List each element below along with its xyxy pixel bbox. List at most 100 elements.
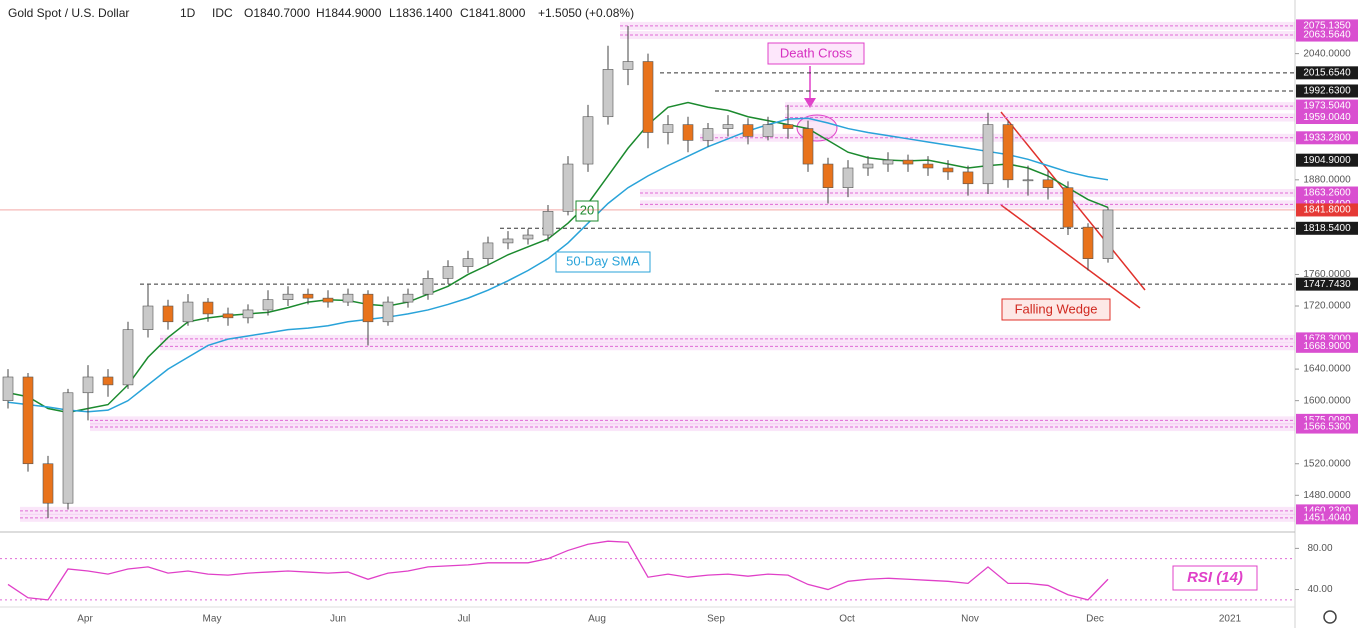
candle-body bbox=[662, 124, 674, 133]
sma-line bbox=[7, 117, 1109, 413]
y-tick-label: 1760.0000 bbox=[1303, 269, 1351, 280]
interval: 1D bbox=[180, 6, 196, 20]
settings-icon[interactable] bbox=[1323, 610, 1337, 624]
candle-body bbox=[1082, 226, 1094, 259]
candle-body bbox=[1062, 187, 1074, 228]
candle-body bbox=[1102, 209, 1114, 259]
rsi-tick-label: 80.00 bbox=[1307, 543, 1332, 554]
candle-body bbox=[942, 167, 954, 173]
header: Gold Spot / U.S. Dollar 1D IDC O1840.700… bbox=[8, 6, 634, 20]
candle-body bbox=[502, 238, 514, 244]
annotation-text: Death Cross bbox=[780, 45, 853, 60]
source: IDC bbox=[212, 6, 233, 20]
candle-body bbox=[822, 163, 834, 189]
level-label: 1863.2600 bbox=[1303, 188, 1351, 199]
level-label: 2075.1350 bbox=[1303, 21, 1351, 32]
candle-body bbox=[542, 211, 554, 236]
candle-body bbox=[442, 266, 454, 279]
candle-body bbox=[122, 329, 134, 386]
candle-body bbox=[782, 124, 794, 129]
candle-body bbox=[642, 61, 654, 133]
y-tick-label: 1720.0000 bbox=[1303, 301, 1351, 312]
candle-body bbox=[362, 293, 374, 323]
candle-body bbox=[1042, 179, 1054, 189]
candle-body bbox=[222, 313, 234, 319]
level-label: 1566.5300 bbox=[1303, 422, 1351, 433]
candle-body bbox=[522, 234, 534, 240]
level-label-box bbox=[1296, 511, 1358, 525]
x-tick-label: Sep bbox=[707, 614, 725, 625]
candle-body bbox=[742, 124, 754, 137]
y-tick-label: 1600.0000 bbox=[1303, 395, 1351, 406]
candle-body bbox=[282, 293, 294, 301]
last-price-box bbox=[1296, 203, 1358, 217]
x-tick-label: Nov bbox=[961, 614, 979, 625]
rsi-label-box bbox=[1172, 565, 1258, 591]
level-label-box bbox=[1296, 221, 1358, 235]
ohlc-low: L1836.1400 bbox=[389, 6, 453, 20]
candle-body bbox=[422, 278, 434, 295]
candle-body bbox=[182, 301, 194, 323]
y-tick-label: 2040.0000 bbox=[1303, 48, 1351, 59]
candle-body bbox=[402, 293, 414, 303]
candle-body bbox=[982, 124, 994, 185]
level-label: 1959.0040 bbox=[1303, 112, 1351, 123]
candle-body bbox=[202, 301, 214, 315]
x-tick-label: Aug bbox=[588, 614, 606, 625]
annotation-text: Falling Wedge bbox=[1015, 301, 1098, 316]
x-tick-label: Oct bbox=[839, 614, 855, 625]
candle-body bbox=[622, 61, 634, 70]
level-label-box bbox=[1296, 339, 1358, 353]
series-label-box bbox=[555, 251, 651, 273]
x-tick-label: Apr bbox=[77, 614, 93, 625]
rsi-line bbox=[7, 540, 1109, 601]
candle-body bbox=[382, 301, 394, 323]
ohlc-open: O1840.7000 bbox=[244, 6, 310, 20]
last-price-label: 1841.8000 bbox=[1303, 205, 1351, 216]
level-label: 1575.0080 bbox=[1303, 415, 1351, 426]
level-label: 1460.2300 bbox=[1303, 506, 1351, 517]
candle-body bbox=[62, 392, 74, 504]
symbol: Gold Spot / U.S. Dollar bbox=[8, 6, 129, 20]
level-label-box bbox=[1296, 186, 1358, 200]
level-label: 1973.5040 bbox=[1303, 101, 1351, 112]
level-label: 1992.6300 bbox=[1303, 86, 1351, 97]
x-tick-label: 2021 bbox=[1219, 614, 1242, 625]
candle-body bbox=[1002, 124, 1014, 181]
series-label-box bbox=[575, 200, 599, 222]
level-label-box bbox=[1296, 111, 1358, 125]
candle-body bbox=[602, 69, 614, 118]
candle-body bbox=[722, 124, 734, 129]
candle-body bbox=[42, 463, 54, 504]
candle-body bbox=[902, 159, 914, 165]
candle-body bbox=[862, 163, 874, 169]
candle-body bbox=[162, 305, 174, 323]
ohlc-close: C1841.8000 bbox=[460, 6, 526, 20]
change: +1.5050 (+0.08%) bbox=[538, 6, 634, 20]
x-tick-label: May bbox=[203, 614, 222, 625]
candle-body bbox=[682, 124, 694, 141]
annotation-box bbox=[1001, 298, 1111, 321]
levels bbox=[20, 21, 1295, 522]
level-label: 2063.5640 bbox=[1303, 30, 1351, 41]
candle-body bbox=[762, 124, 774, 137]
candle-body bbox=[82, 376, 94, 394]
candle-body bbox=[702, 128, 714, 141]
annotation-box bbox=[767, 42, 865, 65]
candle-body bbox=[582, 116, 594, 165]
candle-body bbox=[302, 293, 314, 299]
x-tick-label: Jul bbox=[458, 614, 471, 625]
level-label: 1747.7430 bbox=[1303, 279, 1351, 290]
level-label: 1933.2800 bbox=[1303, 132, 1351, 143]
rsi-label: RSI (14) bbox=[1187, 569, 1243, 586]
level-label-box bbox=[1296, 131, 1358, 145]
candle-body bbox=[462, 258, 474, 267]
level-label-box bbox=[1296, 99, 1358, 113]
candle-body bbox=[22, 376, 34, 465]
rsi-tick-label: 40.00 bbox=[1307, 584, 1332, 595]
level-label-box bbox=[1296, 277, 1358, 291]
level-label: 1904.9000 bbox=[1303, 155, 1351, 166]
x-tick-label: Jun bbox=[330, 614, 346, 625]
level-label: 1678.3000 bbox=[1303, 334, 1351, 345]
